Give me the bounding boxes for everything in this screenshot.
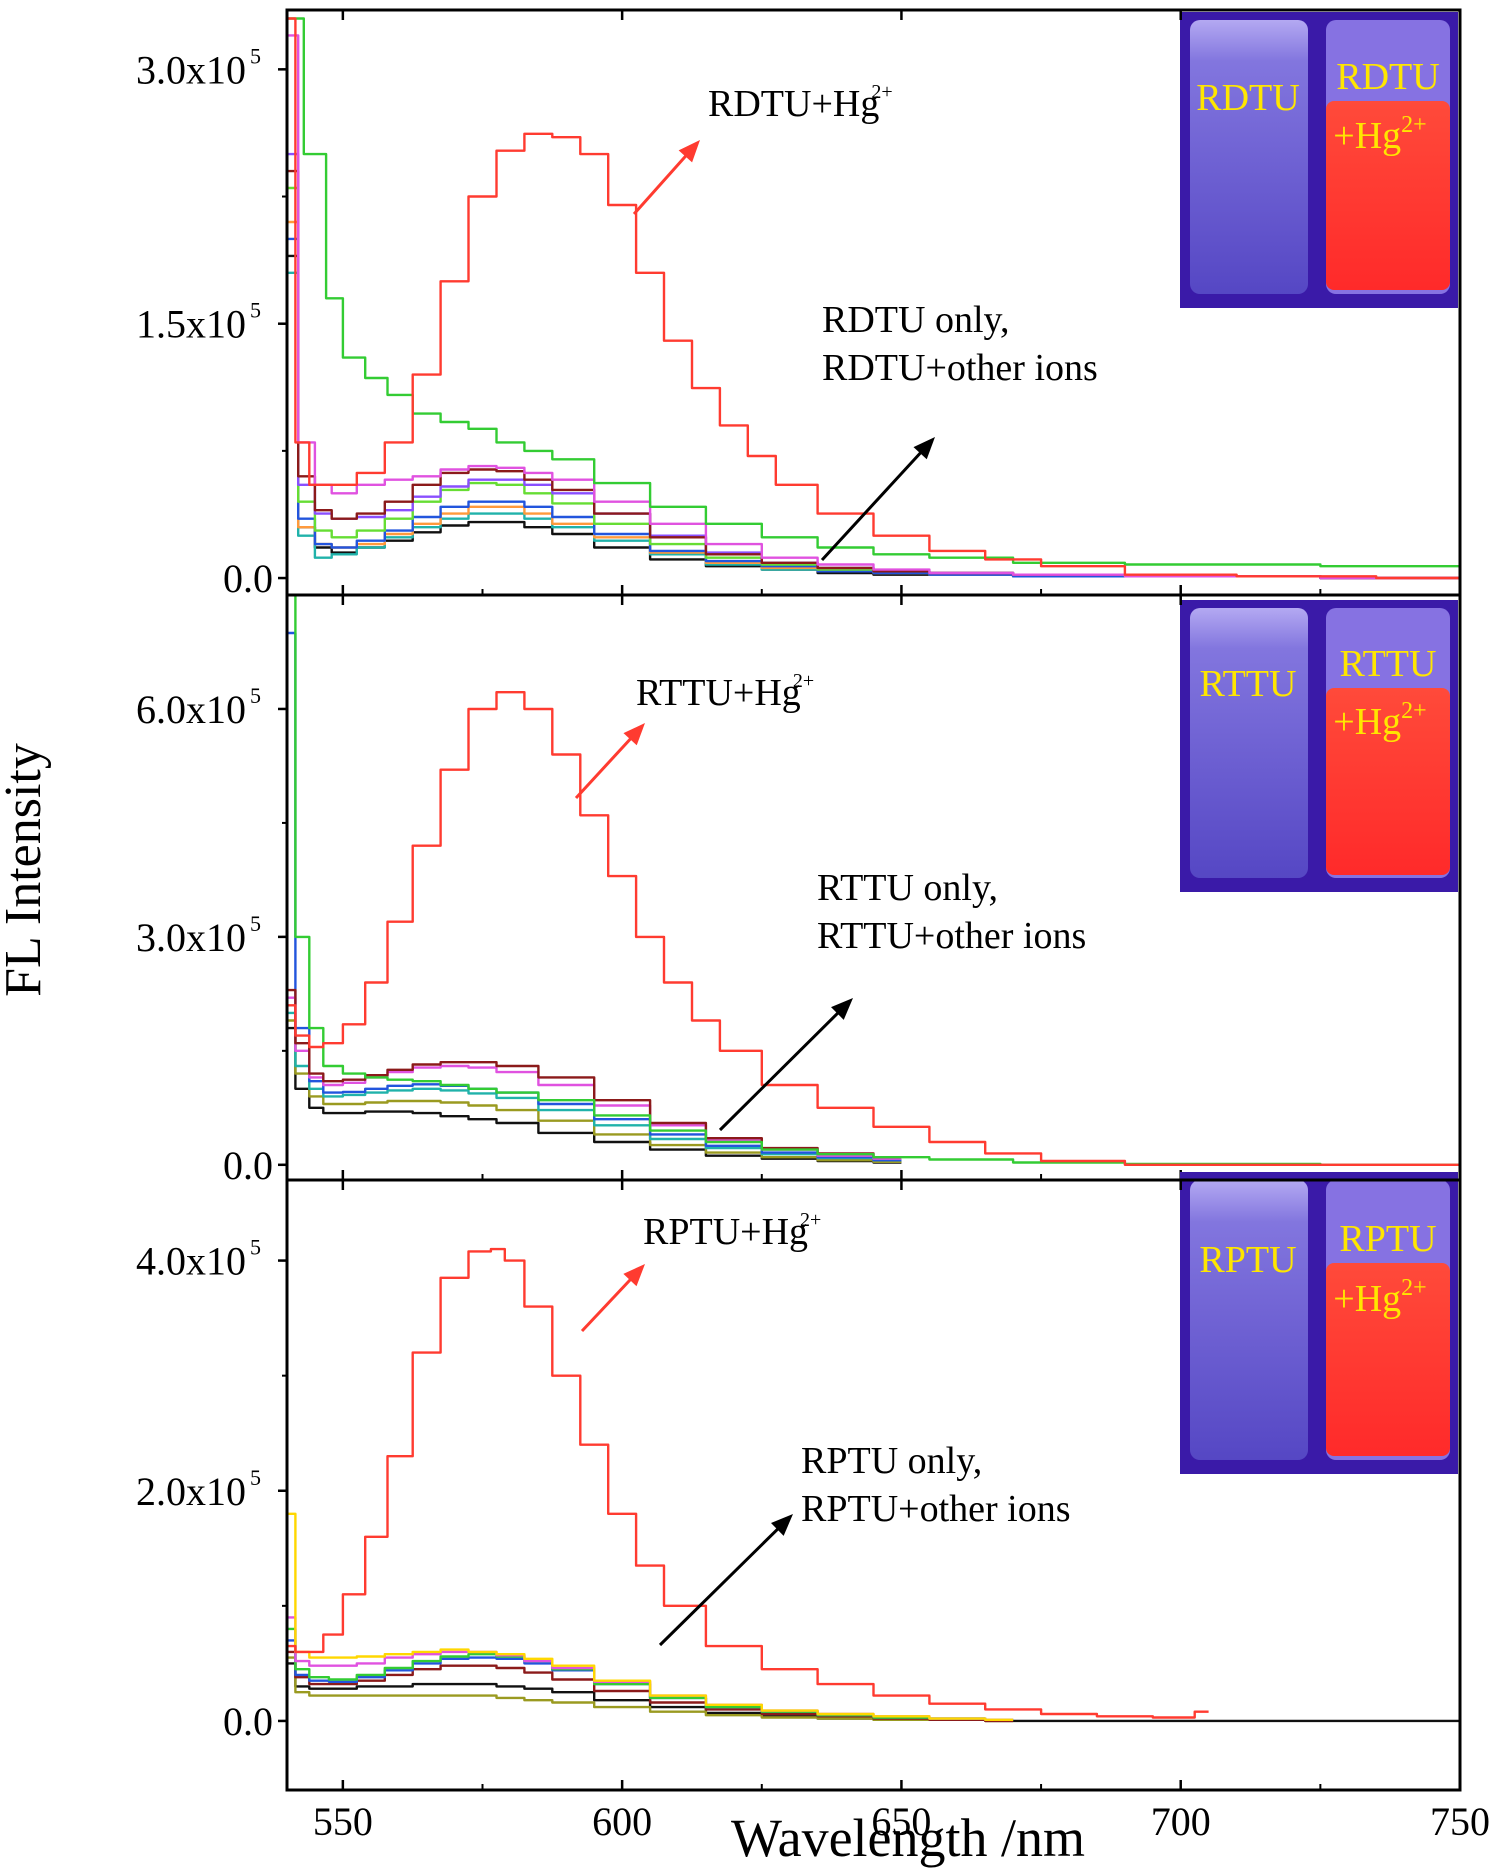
x-tick-label-1: 600	[592, 1799, 652, 1844]
y-tick-label-rptu-2: 4.0x10 5	[136, 1235, 261, 1284]
arrow-hg-rdtu-shaft	[632, 150, 691, 215]
annotation-hg-rptu: RPTU+Hg2+	[643, 1209, 821, 1253]
series-line-rdtu-1	[287, 17, 1460, 568]
series-group-rptu	[287, 1247, 1460, 1723]
annotation-hg-rttu: RTTU+Hg2+	[636, 670, 814, 714]
panel-rptu: RPTU RPTU+Hg2+0.02.0x10 54.0x10 5 RPTU+Hg2+R…	[136, 1172, 1490, 1844]
x-tick-label-3: 700	[1151, 1799, 1211, 1844]
vial-label-left: RTTU	[1200, 663, 1297, 705]
series-line-rptu-0	[287, 1247, 1209, 1719]
vial-red	[1326, 1263, 1450, 1456]
vial-clear	[1190, 20, 1308, 294]
series-line-rptu-1	[287, 1512, 1014, 1721]
vial-label-left: RPTU	[1199, 1239, 1296, 1281]
annotation-other-rdtu-1: RDTU+other ions	[822, 347, 1098, 389]
series-line-rdtu-6	[287, 237, 1460, 580]
panel-rttu: RTTU RTTU+Hg2+0.03.0x10 56.0x10 5 RTTU+Hg2+R…	[136, 593, 1462, 1188]
vial-red	[1326, 688, 1450, 875]
vial-photo-rttu: RTTU RTTU+Hg2+	[1180, 600, 1458, 892]
x-tick-label-0: 550	[313, 1799, 373, 1844]
series-line-rdtu-0	[287, 17, 1460, 580]
y-tick-label-rptu-1: 2.0x10 5	[136, 1465, 261, 1514]
annotation-other-rptu-0: RPTU only,	[801, 1440, 982, 1482]
y-tick-label-rptu-0: 0.0	[223, 1699, 273, 1744]
annotation-hg-rdtu: RDTU+Hg2+	[708, 81, 893, 125]
series-group-rttu	[287, 595, 1460, 1166]
annotation-other-rttu-0: RTTU only,	[817, 867, 998, 909]
vial-label-right-top: RDTU	[1336, 56, 1439, 98]
vial-label-right-top: RTTU	[1340, 643, 1437, 685]
series-line-rttu-6	[287, 1019, 902, 1163]
arrow-other-rttu-shaft	[718, 1007, 844, 1132]
vial-photo-rdtu: RDTU RDTU+Hg2+	[1180, 12, 1458, 308]
series-line-rttu-5	[287, 1011, 902, 1162]
y-tick-label-rdtu-0: 0.0	[223, 556, 273, 601]
arrow-hg-rttu-shaft	[574, 733, 636, 800]
x-axis-title: Wavelength /nm	[731, 1808, 1085, 1868]
y-tick-label-rttu-1: 3.0x10 5	[136, 911, 261, 960]
y-tick-label-rdtu-2: 3.0x10 5	[136, 43, 261, 92]
arrow-other-rttu-head	[831, 998, 853, 1020]
series-line-rttu-2	[287, 988, 902, 1159]
annotation-other-rttu-1: RTTU+other ions	[817, 915, 1086, 957]
annotation-other-rptu-1: RPTU+other ions	[801, 1488, 1071, 1530]
series-group-rdtu	[287, 17, 1460, 580]
x-tick-label-2: 650	[871, 1799, 931, 1844]
y-axis-title: FL Intensity	[0, 743, 52, 997]
series-line-rttu-1	[287, 595, 1460, 1166]
arrow-other-rptu-head	[771, 1514, 793, 1536]
plot-frame-rptu	[285, 1178, 1462, 1792]
arrow-hg-rptu-head	[623, 1264, 645, 1287]
arrow-hg-rdtu-head	[678, 140, 700, 163]
arrow-other-rdtu-shaft	[820, 447, 926, 562]
vial-red	[1326, 101, 1450, 290]
annotation-other-rdtu-0: RDTU only,	[822, 299, 1010, 341]
vial-photo-rptu: RPTU RPTU+Hg2+	[1180, 1172, 1458, 1474]
y-tick-label-rttu-0: 0.0	[223, 1143, 273, 1188]
series-line-rttu-3	[287, 996, 902, 1160]
vial-clear	[1190, 608, 1308, 878]
vial-label-left: RDTU	[1196, 77, 1299, 119]
arrow-hg-rttu-head	[623, 723, 645, 746]
panel-rdtu: RDTU RDTU+Hg2+0.01.5x10 53.0x10 5RDTU+Hg2+R…	[136, 8, 1462, 601]
arrow-hg-rptu-shaft	[580, 1274, 636, 1333]
arrow-other-rptu-shaft	[658, 1523, 784, 1647]
series-line-rttu-7	[287, 1026, 902, 1164]
vial-clear	[1190, 1180, 1308, 1460]
series-line-rptu-6	[287, 1656, 1014, 1723]
series-line-rttu-0	[287, 691, 1460, 1166]
x-tick-label-4: 750	[1430, 1799, 1490, 1844]
series-line-rdtu-2	[287, 34, 1460, 580]
y-tick-label-rttu-2: 6.0x10 5	[136, 683, 261, 732]
vial-label-right-top: RPTU	[1339, 1218, 1436, 1260]
arrow-other-rdtu-head	[913, 437, 935, 460]
y-tick-label-rdtu-1: 1.5x10 5	[136, 298, 261, 347]
